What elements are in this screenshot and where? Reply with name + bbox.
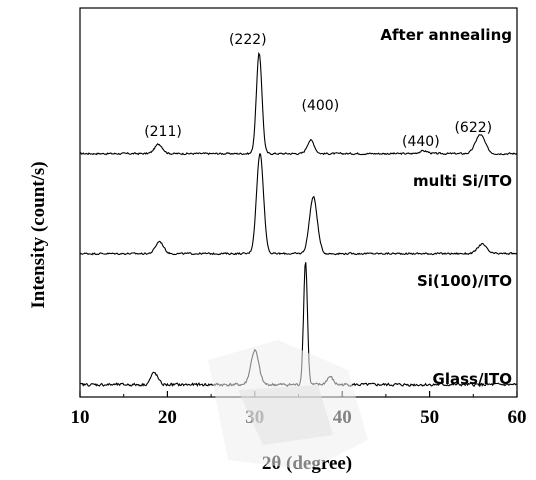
y-axis-label: Intensity (count/s) xyxy=(28,161,49,308)
peak-label: (400) xyxy=(302,98,340,114)
x-tick-label: 30 xyxy=(245,407,264,428)
x-tick-label: 20 xyxy=(158,407,177,428)
peak-label: (222) xyxy=(229,32,267,48)
x-tick-label: 40 xyxy=(333,407,352,428)
x-axis-tick-labels: 10 20 30 40 50 60 xyxy=(71,407,527,428)
x-axis-label: 2θ (degree) xyxy=(262,453,352,474)
x-tick-label: 60 xyxy=(508,407,527,428)
glass-ito-label: Glass/ITO xyxy=(433,370,512,388)
plot-area xyxy=(79,7,518,398)
peak-labels: (211) (222) (400) (440) (622) xyxy=(144,32,492,150)
series-line-1 xyxy=(79,51,518,156)
after-annealing-label: After annealing xyxy=(380,26,512,44)
data-traces xyxy=(79,51,518,388)
peak-label: (211) xyxy=(144,124,182,140)
x-tick-label: 50 xyxy=(420,407,439,428)
plot-frame xyxy=(79,7,518,398)
x-tick-label: 10 xyxy=(71,407,90,428)
x-axis-ticks xyxy=(79,391,518,397)
series-line-2 xyxy=(79,153,518,256)
multi-si-ito-label: multi Si/ITO xyxy=(413,172,512,190)
si100-ito-label: Si(100)/ITO xyxy=(417,272,512,290)
peak-label: (440) xyxy=(402,134,440,150)
peak-label: (622) xyxy=(454,120,492,136)
